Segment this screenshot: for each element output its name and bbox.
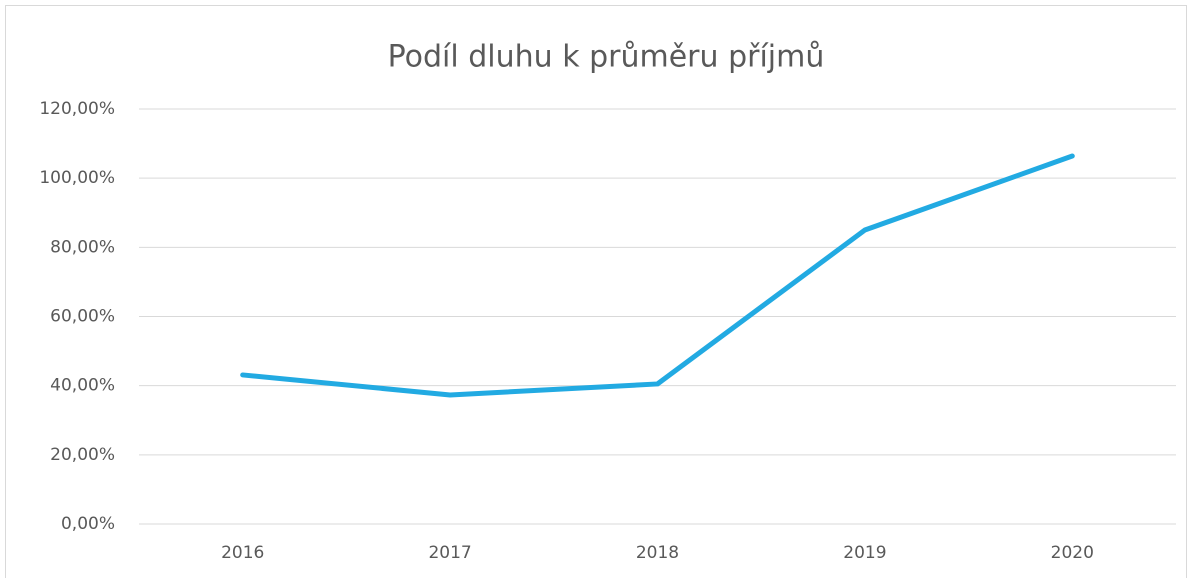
chart-title: Podíl dluhu k průměru příjmů bbox=[388, 40, 825, 75]
y-tick-label: 80,00% bbox=[50, 237, 115, 257]
data-line bbox=[240, 153, 1075, 398]
y-tick-label: 60,00% bbox=[50, 307, 115, 327]
x-tick-label: 2020 bbox=[1051, 543, 1094, 563]
y-tick-label: 120,00% bbox=[39, 99, 115, 119]
chart-frame bbox=[5, 5, 1187, 578]
x-tick-label: 2018 bbox=[636, 543, 679, 563]
x-tick-label: 2019 bbox=[843, 543, 886, 563]
y-tick-label: 0,00% bbox=[61, 514, 115, 534]
y-tick-label: 100,00% bbox=[39, 168, 115, 188]
y-tick-label: 20,00% bbox=[50, 445, 115, 465]
y-tick-label: 40,00% bbox=[50, 376, 115, 396]
x-tick-label: 2017 bbox=[428, 543, 471, 563]
x-tick-label: 2016 bbox=[221, 543, 264, 563]
